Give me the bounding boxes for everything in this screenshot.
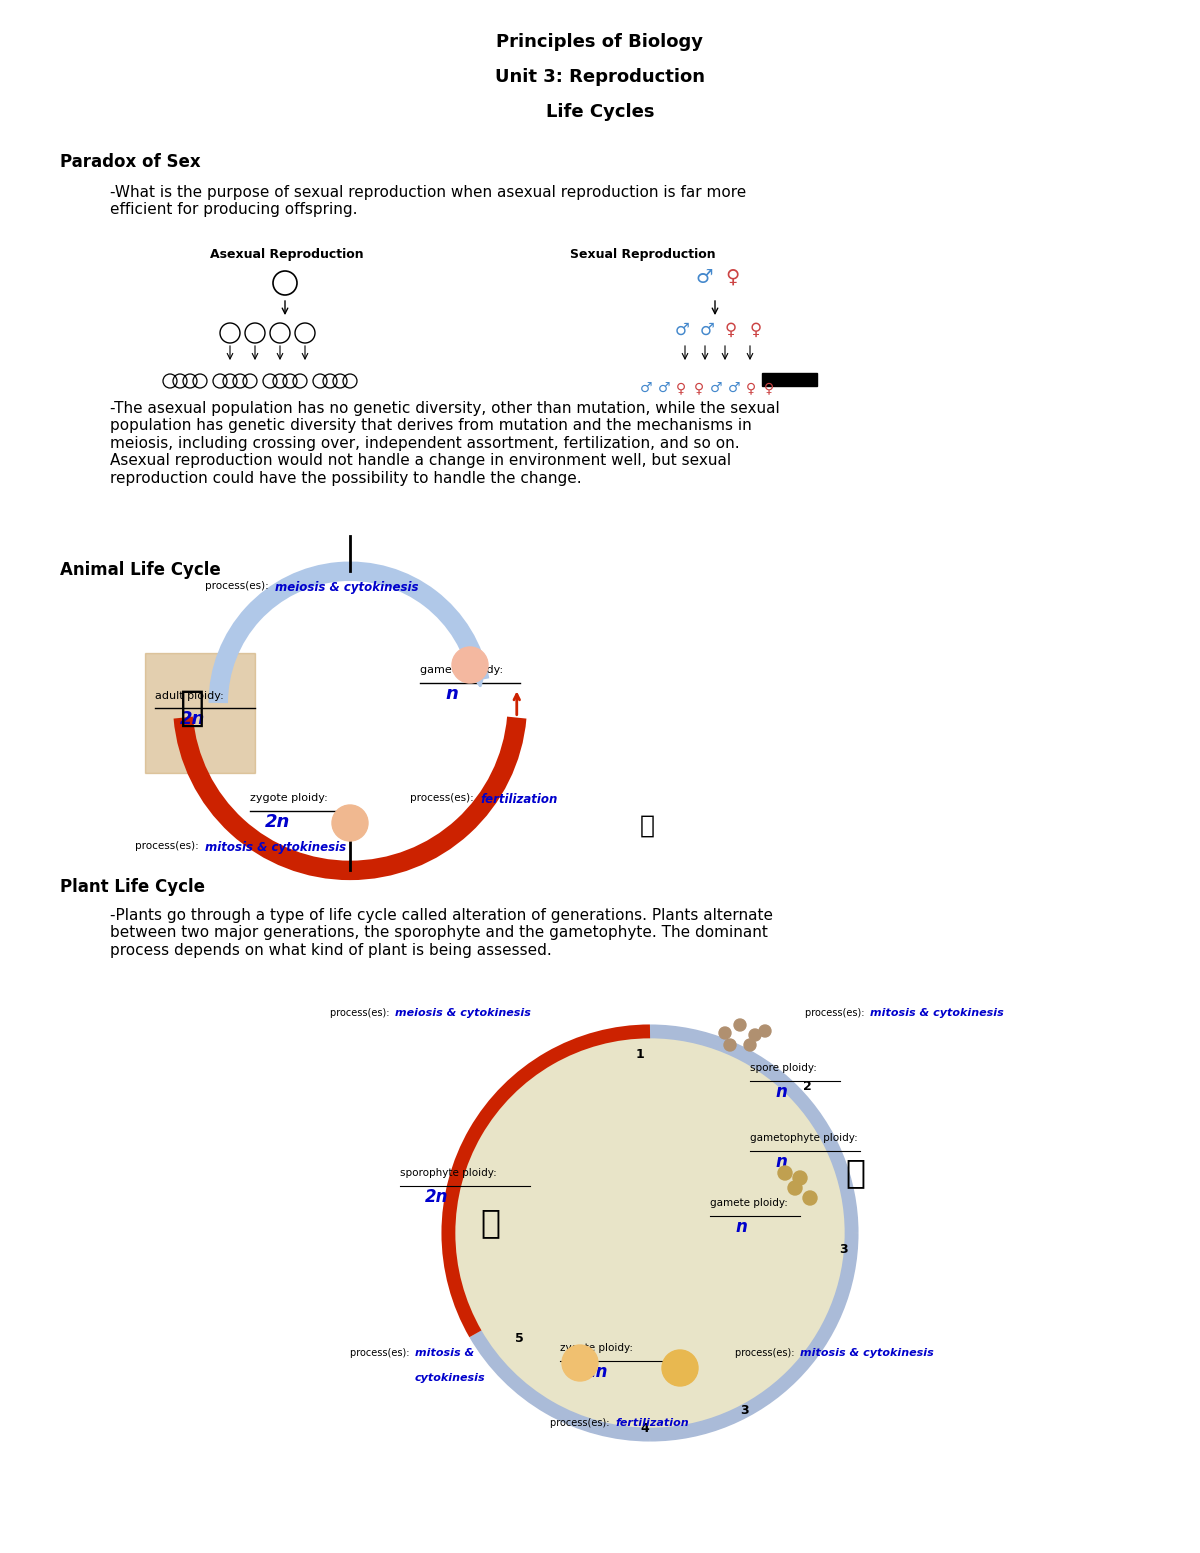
Text: 🌿: 🌿 [480,1207,500,1239]
Text: Life Cycles: Life Cycles [546,102,654,121]
Text: n: n [734,1218,746,1236]
Circle shape [724,1039,736,1051]
Text: ♂: ♂ [658,380,671,394]
Text: 🐕: 🐕 [180,686,205,728]
Text: Unit 3: Reproduction: Unit 3: Reproduction [496,68,706,85]
Text: meiosis & cytokinesis: meiosis & cytokinesis [395,1008,530,1019]
Text: 2: 2 [803,1079,811,1093]
Circle shape [744,1039,756,1051]
Text: ♂: ♂ [674,321,690,339]
Text: ♀: ♀ [725,269,739,287]
Text: 3: 3 [740,1404,749,1416]
Text: zygote ploidy:: zygote ploidy: [560,1343,634,1353]
Text: mitosis & cytokinesis: mitosis & cytokinesis [205,842,346,854]
Text: process(es):: process(es): [205,581,272,592]
Text: gamete ploidy:: gamete ploidy: [710,1197,788,1208]
Bar [145,652,256,773]
Text: 4: 4 [641,1423,649,1435]
Text: 2n: 2n [586,1364,608,1381]
Text: n: n [775,1152,787,1171]
Text: ♀: ♀ [725,321,737,339]
Text: gamete ploidy:: gamete ploidy: [420,665,503,676]
Text: 1: 1 [636,1048,644,1061]
Text: gametophyte ploidy:: gametophyte ploidy: [750,1134,858,1143]
Circle shape [562,1345,598,1381]
Text: process(es):: process(es): [134,842,202,851]
Text: ♂: ♂ [710,380,722,394]
Text: process(es):: process(es): [350,1348,413,1357]
Text: spore ploidy:: spore ploidy: [750,1062,817,1073]
Text: ♂: ♂ [728,380,740,394]
Text: cytokinesis: cytokinesis [415,1373,486,1384]
Circle shape [662,1350,698,1385]
Circle shape [803,1191,817,1205]
Text: mitosis &: mitosis & [415,1348,474,1357]
Circle shape [452,648,488,683]
Text: -What is the purpose of sexual reproduction when asexual reproduction is far mor: -What is the purpose of sexual reproduct… [110,185,746,217]
Text: Paradox of Sex: Paradox of Sex [60,154,200,171]
Bar [762,373,817,387]
Text: sporophyte ploidy:: sporophyte ploidy: [400,1168,497,1179]
Circle shape [332,804,368,842]
Text: Plant Life Cycle: Plant Life Cycle [60,877,205,896]
Text: Principles of Biology: Principles of Biology [497,33,703,51]
Text: 2n: 2n [180,710,205,728]
Text: ♀: ♀ [750,321,762,339]
Text: process(es):: process(es): [410,794,476,803]
Text: process(es):: process(es): [550,1418,613,1429]
Text: process(es):: process(es): [330,1008,392,1019]
Text: Animal Life Cycle: Animal Life Cycle [60,561,221,579]
Text: adult ploidy:: adult ploidy: [155,691,223,700]
Text: ♀: ♀ [676,380,686,394]
Text: 5: 5 [515,1332,523,1345]
Text: process(es):: process(es): [805,1008,868,1019]
Text: ♂: ♂ [640,380,653,394]
Text: zygote ploidy:: zygote ploidy: [250,794,328,803]
Text: -Plants go through a type of life cycle called alteration of generations. Plants: -Plants go through a type of life cycle … [110,909,773,958]
Text: mitosis & cytokinesis: mitosis & cytokinesis [870,1008,1003,1019]
Circle shape [443,1027,857,1440]
Text: ♀: ♀ [694,380,704,394]
Text: n: n [775,1082,787,1101]
Text: fertilization: fertilization [616,1418,689,1429]
Text: Sexual Reproduction: Sexual Reproduction [570,248,715,261]
Text: 3: 3 [839,1242,847,1256]
Text: 🌿: 🌿 [845,1157,865,1190]
Circle shape [778,1166,792,1180]
Text: 📷: 📷 [640,814,655,839]
Text: Asexual Reproduction: Asexual Reproduction [210,248,364,261]
Text: process(es):: process(es): [734,1348,798,1357]
Text: n: n [445,685,458,704]
Circle shape [793,1171,808,1185]
Text: meiosis & cytokinesis: meiosis & cytokinesis [275,581,419,593]
Text: ♂: ♂ [695,269,713,287]
Text: -The asexual population has no genetic diversity, other than mutation, while the: -The asexual population has no genetic d… [110,401,780,486]
Circle shape [734,1019,746,1031]
Text: ♀: ♀ [764,380,774,394]
Text: 2n: 2n [265,814,290,831]
Text: ♂: ♂ [700,321,715,339]
Text: mitosis & cytokinesis: mitosis & cytokinesis [800,1348,934,1357]
Circle shape [788,1180,802,1194]
Circle shape [719,1027,731,1039]
Circle shape [760,1025,772,1037]
Circle shape [749,1030,761,1041]
Text: ♀: ♀ [746,380,756,394]
Text: fertilization: fertilization [480,794,557,806]
Text: 2n: 2n [425,1188,449,1207]
